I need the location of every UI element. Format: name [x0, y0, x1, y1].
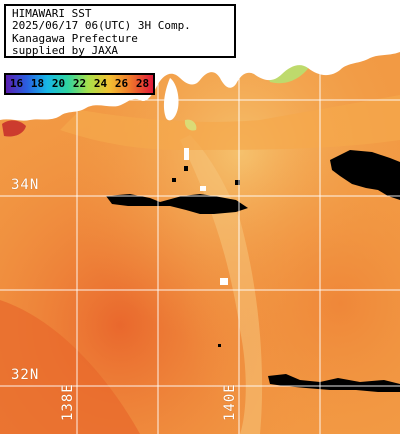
lon-label-138e: 138E — [60, 383, 76, 421]
cloud-mask-fleck-2 — [172, 178, 176, 182]
legend-value-28: 28 — [135, 77, 150, 90]
island-miyake — [220, 278, 228, 285]
cloud-mask-central — [106, 194, 248, 214]
legend-value-18: 18 — [30, 77, 45, 90]
lat-label-34n: 34N — [11, 177, 40, 193]
info-line-supplier: supplied by JAXA — [12, 43, 118, 57]
land-boso-peninsula — [300, 0, 360, 47]
warm-near-shore — [60, 95, 400, 150]
legend-value-24: 24 — [93, 77, 108, 90]
legend-value-16: 16 — [9, 77, 24, 90]
cloud-mask-fleck-3 — [235, 180, 240, 185]
island-oshima — [184, 148, 189, 160]
cloud-mask-fleck-1 — [184, 166, 188, 171]
info-box: HIMAWARI SST 2025/06/17 06(UTC) 3H Comp.… — [4, 4, 236, 58]
info-line-datetime: 2025/06/17 06(UTC) 3H Comp. — [12, 19, 191, 33]
cloud-mask-fleck-4 — [218, 344, 221, 347]
cloud-mask-east — [330, 150, 400, 200]
warm-water-band — [0, 300, 140, 434]
island-toshima — [200, 186, 206, 191]
temperature-legend: 16 18 20 22 24 26 28 — [4, 73, 155, 95]
land-izu-peninsula — [163, 78, 179, 121]
cool-water-streak — [180, 135, 263, 434]
lat-label-32n: 32N — [11, 367, 40, 383]
info-line-title: HIMAWARI SST — [12, 7, 92, 20]
lon-label-140e: 140E — [222, 383, 238, 421]
legend-value-20: 20 — [51, 77, 66, 90]
legend-value-26: 26 — [114, 77, 129, 90]
cool-water-bay — [184, 119, 197, 131]
info-line-region: Kanagawa Prefecture — [12, 31, 138, 45]
legend-value-22: 22 — [72, 77, 87, 90]
cloud-mask-south — [268, 374, 400, 392]
warm-water-bay — [2, 120, 26, 137]
